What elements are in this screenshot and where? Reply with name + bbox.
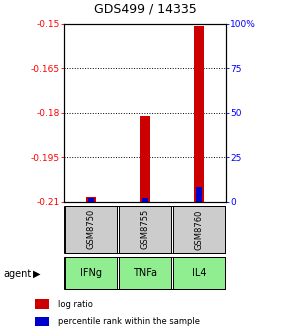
- Text: TNFa: TNFa: [133, 268, 157, 278]
- Bar: [35, 299, 49, 309]
- Bar: [65, 257, 117, 289]
- Text: GSM8760: GSM8760: [195, 209, 204, 250]
- Bar: [119, 206, 171, 253]
- Text: agent: agent: [3, 269, 31, 279]
- Text: IFNg: IFNg: [80, 268, 102, 278]
- Bar: [196, 187, 202, 202]
- Bar: [173, 257, 225, 289]
- Text: GSM8750: GSM8750: [86, 209, 95, 249]
- Bar: [119, 257, 171, 289]
- Bar: [86, 197, 96, 202]
- Text: log ratio: log ratio: [58, 300, 93, 308]
- Bar: [173, 206, 225, 253]
- Text: percentile rank within the sample: percentile rank within the sample: [58, 317, 200, 326]
- Bar: [88, 198, 94, 202]
- Bar: [65, 206, 117, 253]
- Text: GDS499 / 14335: GDS499 / 14335: [94, 2, 196, 15]
- Bar: [35, 317, 49, 326]
- Bar: [142, 198, 148, 202]
- Bar: [194, 27, 204, 202]
- Text: GSM8755: GSM8755: [140, 209, 150, 249]
- Bar: [140, 116, 150, 202]
- Text: ▶: ▶: [33, 269, 41, 279]
- Text: IL4: IL4: [192, 268, 206, 278]
